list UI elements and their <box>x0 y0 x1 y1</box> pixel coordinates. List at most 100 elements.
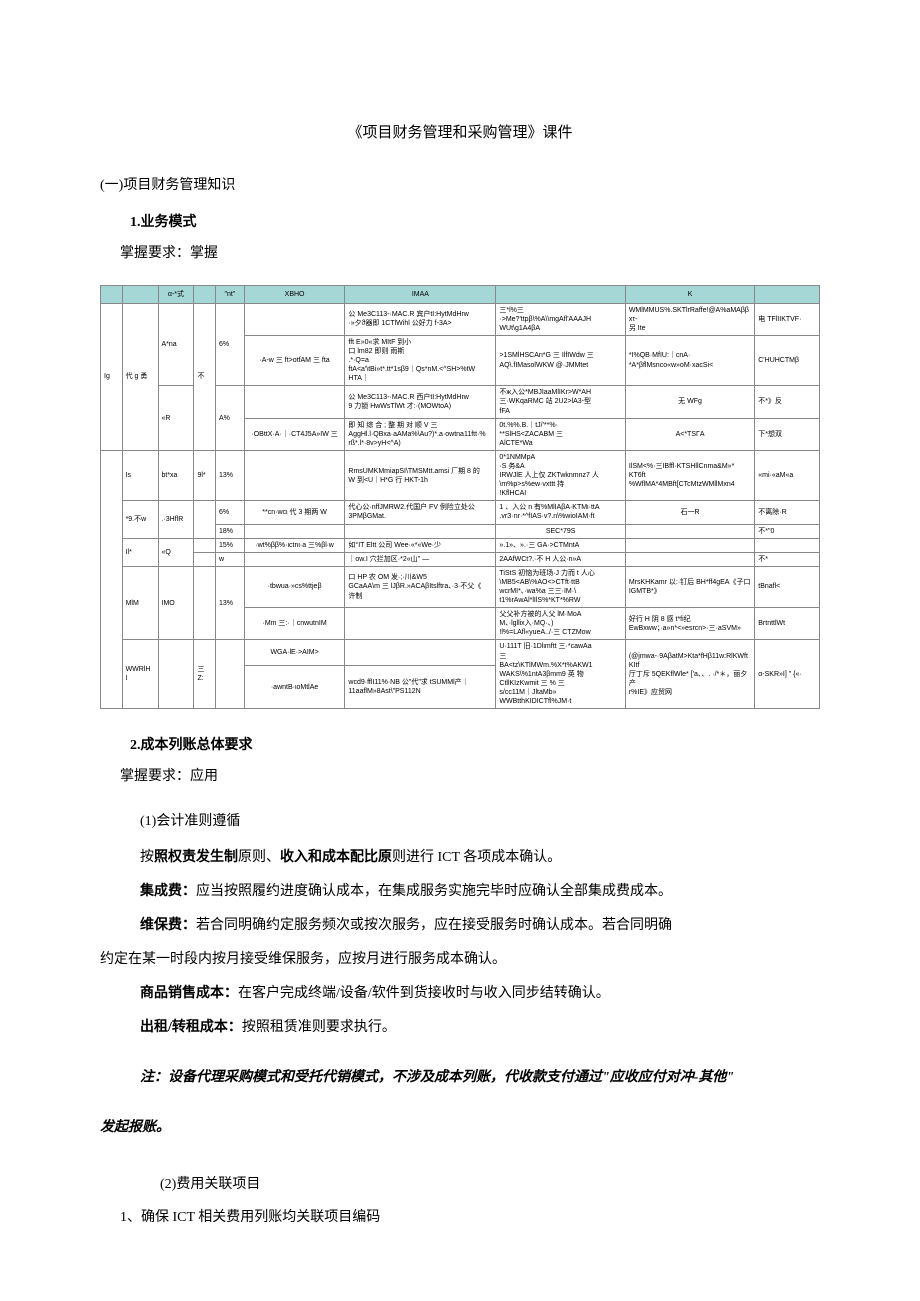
table-header-cell <box>194 285 216 303</box>
table-cell <box>755 538 820 552</box>
business-model-table: α-*式"nt"XBHOIMAAKIg代 g 勇A*na不6%公 Me3C113… <box>100 285 820 710</box>
table-cell: 好行 H 阴 8 感 t*fi纪 EwBxww；·a»n*<»esrcn>·三·… <box>625 608 754 640</box>
table-cell: ».1»、».·三 GA·>CTMntA <box>496 538 625 552</box>
table-cell: 三 Z: <box>194 640 216 709</box>
sub-item-1: (1)会计准则遵循 <box>140 808 820 836</box>
p1-b: 照权责发生制 <box>154 850 238 865</box>
p2-a: 集成费： <box>140 884 196 899</box>
table-cell: 不*"0 <box>755 524 820 538</box>
table-cell: ·A-w 三 ft>otfAM 三 fta <box>244 335 345 385</box>
table-cell: A<*TSΓA <box>625 418 754 450</box>
p4-b: 在客户完成终端/设备/软件到货接收时与收入同步结转确认。 <box>238 986 610 1001</box>
table-cell: 三*l%三 ·>Me?'ttpβ\%A\\mgAfl'AAAJH WUt\g1A… <box>496 303 625 335</box>
table-cell: WGA·lE·>AIM> <box>244 640 345 666</box>
p1-e: 则进行 ICT 各项成本确认。 <box>392 850 561 865</box>
table-cell: >1SMlHSCArι*G 三 IlfIWdw 三 AQ\.fIMasolWKW… <box>496 335 625 385</box>
p1-a: 按 <box>140 850 154 865</box>
table-cell: WWRlH I <box>122 640 158 709</box>
document-title: 《项目财务管理和采购管理》课件 <box>100 120 820 147</box>
table-cell: .·3HflR <box>158 501 194 538</box>
table-cell: 13% <box>216 566 245 640</box>
table-cell: SEC*79S <box>496 524 625 538</box>
table-cell: U·111T 旧·1Dlιmftt 三·*cawAa 三 BA<tz\KTlMW… <box>496 640 625 709</box>
table-cell <box>194 566 216 640</box>
table-cell <box>158 640 194 709</box>
heading-1-text: 业务模式 <box>141 215 197 230</box>
p2-b: 应当按照履约进度确认成本，在集成服务实施完毕时应确认全部集成费成本。 <box>196 884 672 899</box>
table-header-cell: XBHO <box>244 285 345 303</box>
table-cell: 不* <box>755 552 820 566</box>
business-model-table-wrap: α-*式"nt"XBHOIMAAKIg代 g 勇A*na不6%公 Me3C113… <box>100 285 820 710</box>
table-cell: C'HUHCTMβ <box>755 335 820 385</box>
table-header-cell <box>101 285 123 303</box>
p1-c: 原则、 <box>238 850 280 865</box>
table-cell: «mi·«aM«a <box>755 450 820 500</box>
table-cell: «R <box>158 386 194 451</box>
table-cell: *9.不w <box>122 501 158 538</box>
table-cell <box>244 524 345 538</box>
table-cell: *I%QB·MfIU:｜cnA· *A*βflMsnco«w»oM·xacSi< <box>625 335 754 385</box>
table-cell <box>194 552 216 566</box>
table-header-cell <box>755 285 820 303</box>
p3-a: 维保费： <box>140 918 196 933</box>
table-cell: α-SKR»I] " {«· <box>755 640 820 709</box>
table-cell: fft E»0«求 MItF 到小 口 lm82 即则 雨斯 .*·Q=a ft… <box>345 335 496 385</box>
paragraph-5: 出租/转租成本：按照租赁准则要求执行。 <box>140 1014 820 1042</box>
paragraph-4: 商品销售成本：在客户完成终端/设备/软件到货接收时与收入同步结转确认。 <box>140 980 820 1008</box>
table-header-cell: "nt" <box>216 285 245 303</box>
table-cell <box>216 640 245 709</box>
table-cell: 2AAfWCt?.·不 H 人公·n»A <box>496 552 625 566</box>
table-cell: BrtnttlWt <box>755 608 820 640</box>
table-cell: TiStS 初恼为班场·J 力而 t 人心 \MB5<AB\%AO<>CTft·… <box>496 566 625 607</box>
table-cell: 13% <box>216 450 245 500</box>
p3-b: 若合同明确约定服务频次或按次服务，应在接受服务时确认成本。若合同明确 <box>196 918 672 933</box>
paragraph-1: 按照权责发生制原则、收入和成本配比原则进行 ICT 各项成本确认。 <box>140 844 820 872</box>
table-cell <box>345 640 496 666</box>
table-cell <box>625 552 754 566</box>
table-row: w｜ow.I 穴拦加区·*2«山" —2AAfWCt?.·不 H 人公·n»A不… <box>101 552 820 566</box>
table-cell <box>244 303 345 335</box>
table-row: MlMIMO13%·tbwua·»cs%ttjeβ口 HP 农 OM 发·;·川… <box>101 566 820 607</box>
table-header-cell: K <box>625 285 754 303</box>
table-cell: MlM <box>122 566 158 640</box>
table-cell: 无 WFg <box>625 386 754 418</box>
paragraph-3b: 约定在某一时段内按月接受维保服务，应按月进行服务成本确认。 <box>100 946 820 974</box>
table-cell <box>194 501 216 538</box>
table-cell: WMlMMUS%.SKTlrRaffe!@A%aMAββxτ- 另 Ite <box>625 303 754 335</box>
table-cell <box>345 608 496 640</box>
table-cell: 代心公·nffJMRW2.代国户 FV 例险立处公 3PMβGMat. <box>345 501 496 524</box>
p1-d: 收入和成本配比原 <box>280 850 392 865</box>
table-cell: 15% <box>216 538 245 552</box>
table-cell: A*na <box>158 303 194 386</box>
table-cell: ·wt%ββ%·ιctnι·a 三%βl∙w <box>244 538 345 552</box>
paragraph-3a: 维保费：若合同明确约定服务频次或按次服务，应在接受服务时确认成本。若合同明确 <box>140 912 820 940</box>
table-cell: 如°IT Eltt 公司 Wee·«*«We·少 <box>345 538 496 552</box>
table-cell: Ig <box>101 303 123 450</box>
table-cell: ·OBttX·A·｜·CT4J5A»IW 三 <box>244 418 345 450</box>
table-cell <box>625 538 754 552</box>
table-cell: RmsUMKMmiapSI\TMSMtt.amsi 厂期 8 的 W 到<U｜H… <box>345 450 496 500</box>
heading-1: 1.业务模式 <box>130 210 820 235</box>
table-cell <box>625 524 754 538</box>
table-cell: 不ж入公*MBJIaaMlIKr>W*AH 三·WKqaRMC 站 2U2>lA… <box>496 386 625 418</box>
table-cell: 6% <box>216 303 245 386</box>
table-cell: ·tbwua·»cs%ttjeβ <box>244 566 345 607</box>
p5-b: 按照租赁准则要求执行。 <box>242 1020 396 1035</box>
grasp-requirement-1: 掌握要求：掌握 <box>120 241 820 266</box>
table-cell <box>244 450 345 500</box>
table-cell: w <box>216 552 245 566</box>
table-cell <box>345 524 496 538</box>
p4-a: 商品销售成本： <box>140 986 238 1001</box>
heading-2-text: 成本列账总体要求 <box>141 738 253 753</box>
table-cell: 即 知 综 合 ; 整 期 对 顺 V 三 AggHl.l·QBxa·aAMa%… <box>345 418 496 450</box>
table-cell: Is <box>122 450 158 500</box>
table-cell: 不 <box>194 303 216 450</box>
table-cell: wcd9·fflI11%·NB 公"代"求 tSUMMl产｜ 11aaflM»8… <box>345 666 496 709</box>
table-row: Isbt*xa9l*13%RmsUMKMmiapSI\TMSMtt.amsi 厂… <box>101 450 820 500</box>
table-cell <box>194 538 216 552</box>
table-header-cell <box>496 285 625 303</box>
table-cell: A% <box>216 386 245 451</box>
table-cell: ·Mm 三:·｜cnwutnIM <box>244 608 345 640</box>
table-cell: 代 g 勇 <box>122 303 158 450</box>
table-row: WWRlH I三 Z:WGA·lE·>AIM>U·111T 旧·1Dlιmftt… <box>101 640 820 666</box>
